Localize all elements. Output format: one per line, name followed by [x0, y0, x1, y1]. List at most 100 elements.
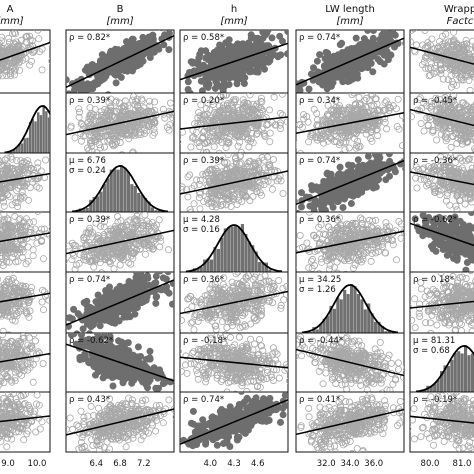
scatter-point	[104, 108, 112, 116]
scatter-point	[440, 64, 448, 72]
scatter-point	[277, 177, 285, 185]
scatter-point	[470, 103, 474, 111]
scatter-point	[202, 74, 210, 82]
scatter-point	[119, 105, 127, 113]
scatter-point	[415, 96, 423, 104]
scatter-point	[204, 99, 212, 107]
scatter-point	[472, 69, 474, 76]
scatter-point	[0, 162, 5, 169]
scatter-point	[384, 56, 392, 64]
scatter-point	[5, 169, 13, 177]
scatter-point	[34, 30, 42, 34]
scatter-point	[219, 87, 227, 93]
scatter-point	[124, 102, 132, 110]
scatter-point	[142, 108, 150, 116]
panel-r1-c1: ρ = 0.39*	[65, 92, 175, 154]
scatter-point	[253, 187, 261, 195]
scatter-point	[323, 170, 331, 178]
scatter-point	[439, 75, 447, 83]
regression-line	[180, 116, 288, 130]
scatter-point	[222, 144, 230, 152]
scatter-point	[78, 120, 86, 128]
scatter-point	[236, 138, 244, 146]
scatter-point	[425, 167, 433, 175]
scatter-point	[448, 172, 456, 180]
scatter-point	[373, 100, 381, 108]
scatter-point	[424, 122, 432, 130]
scatter-point	[379, 107, 387, 115]
scatter-point	[199, 111, 207, 119]
scatter-point	[443, 93, 451, 99]
scatter-point	[471, 57, 474, 65]
scatter-point	[339, 203, 347, 211]
scatter-point	[115, 115, 123, 123]
scatter-point	[225, 81, 233, 89]
scatter-point	[264, 120, 272, 128]
scatter-point	[58, 79, 64, 85]
histogram-bar	[154, 210, 158, 212]
scatter-point	[412, 174, 420, 182]
scatter-point	[312, 185, 320, 193]
scatter-point	[198, 87, 206, 93]
scatter-point	[80, 122, 88, 130]
histogram-bar	[150, 207, 154, 212]
scatter-point	[225, 44, 233, 52]
scatter-point	[370, 30, 377, 34]
scatter-point	[224, 153, 232, 159]
scatter-point	[448, 60, 456, 68]
scatter-point	[0, 47, 3, 54]
scatter-point	[276, 121, 284, 129]
scatter-point	[458, 164, 466, 172]
scatter-point	[0, 202, 8, 210]
scatter-point	[462, 40, 470, 48]
scatter-point	[316, 51, 324, 59]
scatter-point	[186, 89, 194, 93]
scatter-point	[106, 136, 114, 144]
regression-line	[296, 37, 404, 86]
scatter-point	[221, 72, 229, 80]
scatter-point	[326, 134, 334, 142]
histogram-bar	[31, 119, 35, 153]
scatter-point	[364, 153, 372, 160]
scatter-point	[1, 182, 9, 190]
scatter-point	[144, 107, 152, 115]
scatter-point	[383, 125, 391, 133]
scatter-point	[444, 102, 452, 110]
scatter-point	[453, 191, 461, 199]
histogram-bar	[28, 121, 32, 153]
scatter-point	[258, 107, 266, 115]
panel-r0-c2: ρ = 0.58*	[179, 29, 289, 94]
scatter-point	[444, 76, 452, 84]
scatter-point	[361, 112, 369, 120]
scatter-point	[260, 156, 268, 164]
scatter-point	[230, 96, 238, 104]
scatter-point	[103, 131, 111, 139]
regression-line	[0, 41, 50, 61]
scatter-point	[436, 60, 444, 68]
scatter-point	[239, 100, 247, 108]
scatter-point	[9, 180, 17, 188]
scatter-point	[472, 147, 474, 153]
scatter-point	[402, 117, 404, 124]
scatter-point	[374, 176, 382, 184]
scatter-point	[0, 44, 5, 52]
scatter-point	[420, 99, 428, 107]
scatter-point	[432, 61, 440, 69]
scatter-point	[253, 100, 261, 108]
histogram-bar	[89, 199, 93, 212]
scatter-point	[239, 96, 247, 104]
scatter-point	[445, 111, 453, 119]
scatter-point	[10, 30, 18, 37]
scatter-point	[119, 129, 127, 137]
scatter-point	[130, 93, 138, 101]
scatter-point	[233, 132, 241, 140]
panel-r1-c2: ρ = 0.20*	[179, 92, 289, 154]
scatter-point	[203, 131, 211, 139]
scatter-point	[247, 135, 255, 143]
scatter-point	[468, 198, 474, 206]
scatter-point	[114, 118, 122, 126]
column-header-4: Wrapp	[444, 4, 474, 15]
scatter-point	[150, 125, 158, 133]
scatter-point	[423, 182, 431, 190]
scatter-point	[4, 46, 12, 54]
